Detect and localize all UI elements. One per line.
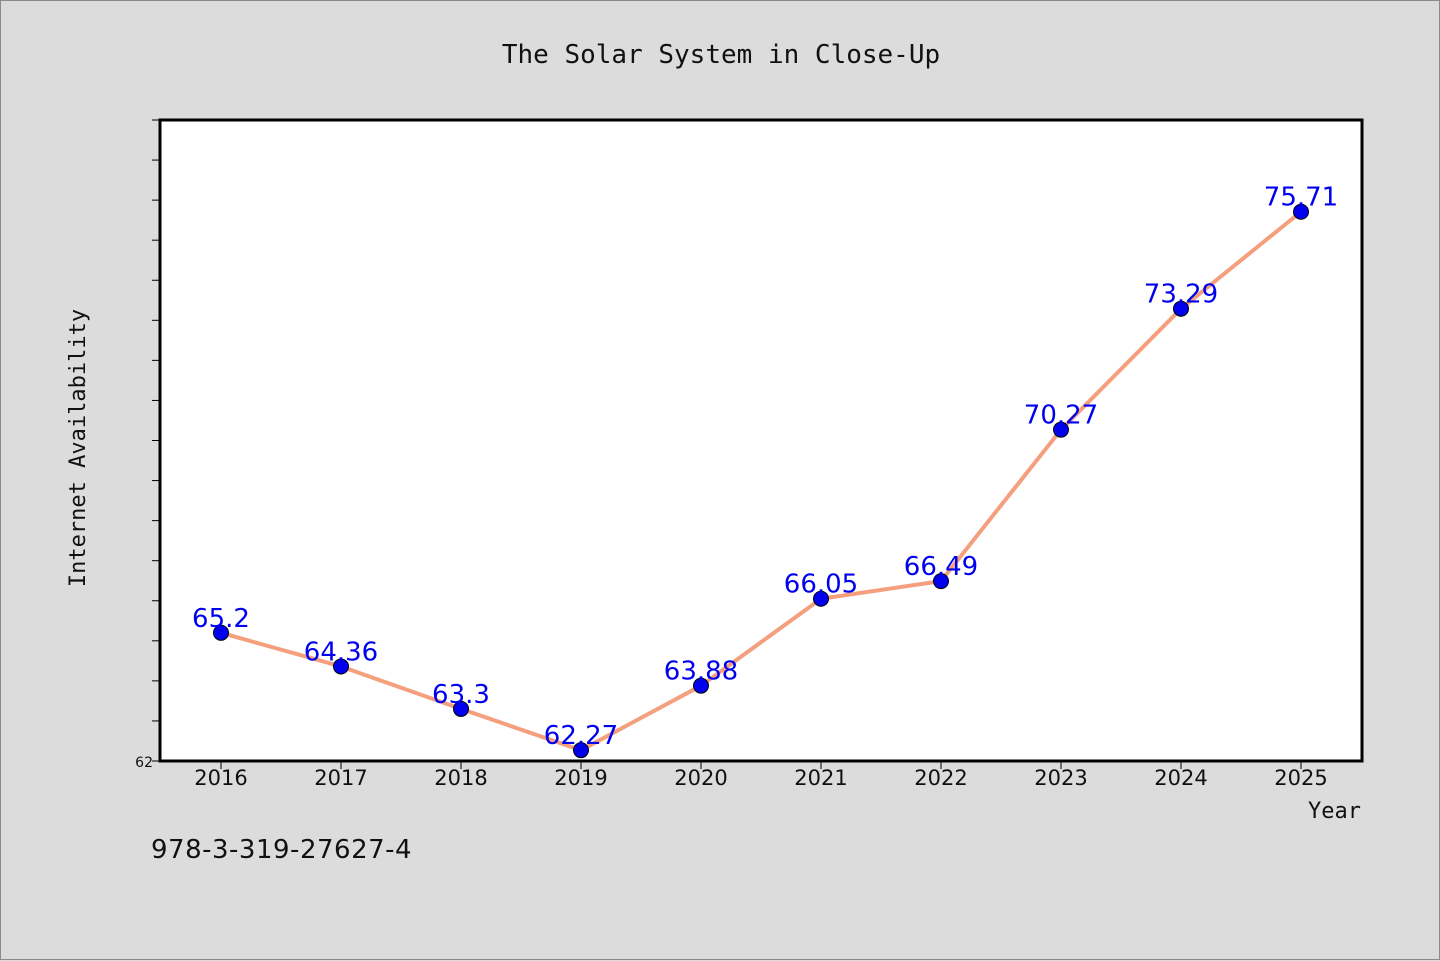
data-point [693, 677, 709, 694]
data-point [333, 658, 349, 675]
data-label: 62.27 [544, 721, 618, 751]
x-tick-label: 2020 [674, 766, 727, 790]
series-markers [213, 203, 1309, 759]
x-tick-label: 2023 [1034, 766, 1087, 790]
chart-title: The Solar System in Close-Up [502, 40, 940, 70]
x-axis-label: Year [1308, 799, 1361, 824]
isbn-text: 978-3-319-27627-4 [151, 835, 413, 865]
x-tick-label: 2022 [914, 766, 967, 790]
x-axis-ticks [220, 761, 1302, 769]
data-label: 66.49 [904, 552, 978, 582]
data-label: 70.27 [1024, 401, 1098, 431]
x-tick-label: 2025 [1274, 766, 1327, 790]
x-tick-label: 2017 [314, 766, 367, 790]
x-tick-label: 2016 [194, 766, 247, 790]
y-tick-label: 62 [135, 755, 153, 771]
data-label: 65.2 [192, 604, 250, 634]
y-axis-label: Internet Availability [66, 309, 91, 587]
x-axis-tick-labels: 2016 2017 2018 2019 2020 2021 2022 2023 2024 2025 [194, 766, 1327, 790]
data-labels: 65.2 64.36 63.3 62.27 63.88 66.05 66.49 70.27 73… [192, 183, 1338, 751]
data-point [933, 573, 949, 590]
x-tick-label: 2024 [1154, 766, 1207, 790]
data-point [813, 590, 829, 607]
data-label: 63.88 [664, 657, 738, 687]
data-point [1293, 203, 1309, 220]
data-point [1053, 421, 1069, 438]
data-label: 73.29 [1144, 280, 1218, 310]
data-label: 63.3 [432, 680, 490, 710]
data-label: 64.36 [304, 637, 378, 667]
data-point [1173, 300, 1189, 317]
y-axis-ticks [152, 119, 160, 762]
series-line [220, 210, 1303, 753]
data-point [573, 742, 589, 759]
x-tick-label: 2018 [434, 766, 487, 790]
data-point [213, 624, 229, 641]
data-label: 66.05 [784, 570, 858, 600]
x-tick-label: 2021 [794, 766, 847, 790]
x-tick-label: 2019 [554, 766, 607, 790]
data-point [453, 700, 469, 717]
plot-area [158, 118, 1364, 763]
data-label: 75.71 [1264, 183, 1338, 213]
